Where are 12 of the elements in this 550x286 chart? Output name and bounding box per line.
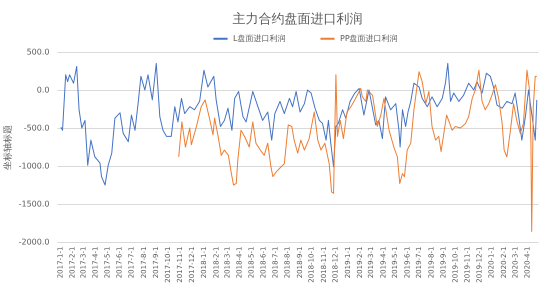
y-tick-label: -1500.0 xyxy=(18,200,50,208)
legend-label: PP盘面进口利润 xyxy=(340,34,398,43)
y-tick-label: -2000.0 xyxy=(18,238,50,246)
y-axis-title: 坐标轴标题 xyxy=(2,125,14,170)
chart-title: 主力合约盘面进口利润 xyxy=(232,11,362,27)
legend-label: L盘面进口利润 xyxy=(233,34,286,43)
y-tick-label: -1000.0 xyxy=(18,162,50,170)
y-tick-label: 500.0 xyxy=(26,48,50,56)
line-series xyxy=(178,70,538,232)
line-series xyxy=(60,62,538,186)
y-tick-label: 0.0 xyxy=(36,86,50,94)
y-tick-label: -500.0 xyxy=(24,124,50,132)
